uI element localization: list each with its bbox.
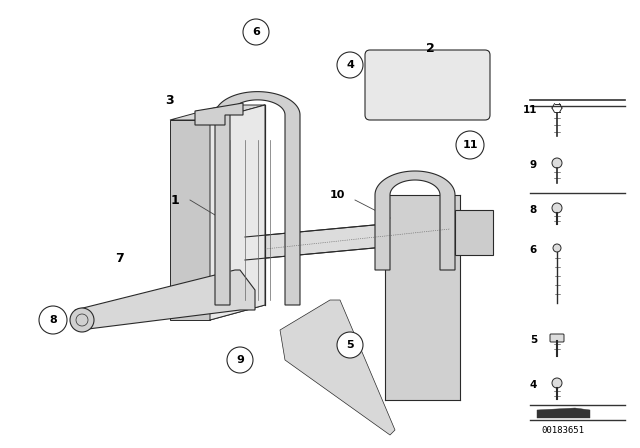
Text: 9: 9	[236, 355, 244, 365]
Text: 8: 8	[530, 205, 537, 215]
Text: 5: 5	[346, 340, 354, 350]
Text: 4: 4	[530, 380, 537, 390]
Polygon shape	[385, 73, 415, 87]
Text: 5: 5	[530, 335, 537, 345]
Polygon shape	[537, 408, 590, 418]
Circle shape	[70, 308, 94, 332]
Circle shape	[337, 52, 363, 78]
Polygon shape	[170, 120, 210, 320]
Circle shape	[552, 203, 562, 213]
Polygon shape	[375, 171, 455, 270]
Circle shape	[456, 131, 484, 159]
Text: 00183651: 00183651	[541, 426, 584, 435]
Polygon shape	[455, 210, 493, 255]
Polygon shape	[245, 217, 460, 260]
Polygon shape	[210, 105, 265, 320]
Circle shape	[337, 332, 363, 358]
Text: 6: 6	[530, 245, 537, 255]
Text: 6: 6	[252, 27, 260, 37]
Polygon shape	[280, 300, 395, 435]
Text: 11: 11	[522, 105, 537, 115]
FancyBboxPatch shape	[365, 50, 490, 120]
Circle shape	[552, 158, 562, 168]
Text: 3: 3	[166, 94, 174, 107]
Text: 1: 1	[171, 194, 179, 207]
Text: 9: 9	[530, 160, 537, 170]
Text: 2: 2	[426, 42, 435, 55]
Polygon shape	[195, 103, 243, 125]
Text: 10: 10	[330, 190, 345, 200]
Circle shape	[243, 19, 269, 45]
Polygon shape	[215, 92, 300, 305]
Polygon shape	[75, 270, 255, 330]
Text: 4: 4	[346, 60, 354, 70]
Circle shape	[39, 306, 67, 334]
Text: 11: 11	[462, 140, 477, 150]
Text: 7: 7	[116, 251, 124, 264]
Polygon shape	[425, 73, 445, 87]
Polygon shape	[385, 195, 460, 400]
Text: 8: 8	[49, 315, 57, 325]
Circle shape	[227, 347, 253, 373]
Polygon shape	[170, 105, 265, 120]
FancyBboxPatch shape	[550, 334, 564, 342]
Circle shape	[552, 378, 562, 388]
Circle shape	[553, 244, 561, 252]
